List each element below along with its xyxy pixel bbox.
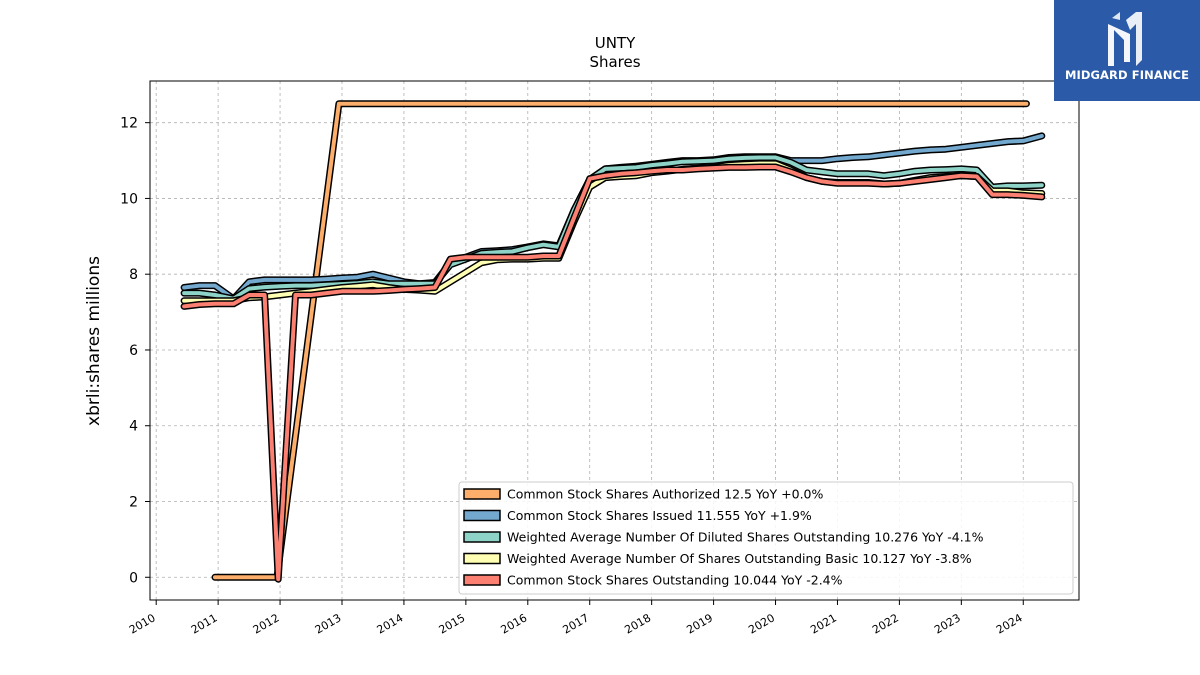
x-tick-label: 2011: [189, 611, 220, 636]
x-tick-label: 2022: [870, 611, 901, 636]
plot-frame: [149, 80, 1080, 601]
legend-box: [458, 481, 1074, 595]
y-tick-label: 8: [129, 267, 138, 283]
x-tick-label: 2013: [313, 611, 344, 636]
series-layer: [180, 100, 1046, 583]
x-tick-label: 2017: [560, 611, 591, 636]
x-tick-label: 2012: [251, 611, 282, 636]
x-tick-label: 2010: [127, 611, 158, 636]
logo-text: MIDGARD FINANCE: [1064, 68, 1190, 82]
y-tick-label: 6: [129, 343, 138, 359]
legend-swatch: [463, 574, 501, 586]
legend-label: Weighted Average Number Of Shares Outsta…: [507, 551, 972, 566]
x-tick-label: 2020: [746, 611, 777, 636]
y-tick-label: 4: [129, 419, 138, 435]
chart-subtitle: Shares: [589, 53, 640, 71]
y-ticks: 0 2 4 6 8 10 12: [120, 116, 150, 586]
x-tick-label: 2019: [684, 611, 715, 636]
x-tick-label: 2015: [437, 611, 468, 636]
legend-swatch: [463, 509, 501, 522]
x-tick-label: 2021: [808, 611, 839, 636]
x-ticks: 2010 2011 2012 2013 2014 2015 2016 2017 2018 2019…: [127, 600, 1025, 637]
x-tick-label: 2018: [622, 611, 653, 636]
x-tick-label: 2023: [932, 611, 963, 636]
chart-title: UNTY: [595, 34, 636, 52]
legend-swatch: [463, 531, 501, 543]
legend-swatch: [463, 552, 501, 565]
series-line: [182, 165, 1044, 582]
x-tick-label: 2024: [994, 611, 1025, 636]
series-1: [211, 100, 1030, 581]
y-tick-label: 10: [120, 191, 138, 207]
series-5: [180, 163, 1046, 583]
y-tick-label: 2: [129, 495, 138, 511]
brand-logo: MIDGARD FINANCE: [1054, 0, 1200, 101]
logo-mark-icon: [1108, 12, 1142, 66]
legend-label: Weighted Average Number Of Diluted Share…: [507, 530, 984, 545]
legend-label: Common Stock Shares Outstanding 10.044 Y…: [507, 573, 843, 588]
legend-label: Common Stock Shares Authorized 12.5 YoY …: [507, 487, 824, 502]
x-tick-label: 2016: [499, 611, 530, 636]
legend: Common Stock Shares Authorized 12.5 YoY …: [458, 481, 1074, 595]
y-axis-label: xbrli:shares millions: [84, 256, 104, 426]
x-tick-label: 2014: [375, 611, 406, 636]
series-3: [180, 154, 1046, 303]
legend-label: Common Stock Shares Issued 11.555 YoY +1…: [507, 508, 812, 523]
series-line: [182, 155, 1044, 301]
series-line: [213, 101, 1029, 580]
legend-swatch: [463, 488, 501, 500]
y-tick-label: 0: [129, 570, 138, 586]
y-tick-label: 12: [120, 116, 138, 132]
